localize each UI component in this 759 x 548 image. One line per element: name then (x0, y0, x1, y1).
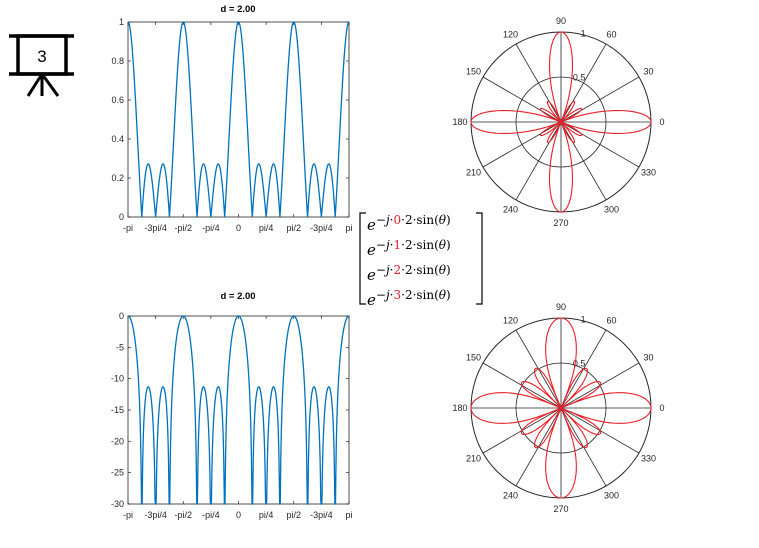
y-tick-label: -25 (111, 468, 124, 478)
pattern-series-line (127, 315, 350, 505)
exponent: −j·2·2·sin(θ) (376, 263, 451, 277)
element-index: 3 (393, 288, 401, 302)
polar-angle-label: 90 (556, 16, 566, 26)
exponent: −j·3·2·sin(θ) (376, 288, 451, 302)
element-index: 1 (393, 238, 401, 252)
x-tick-label: pi (345, 510, 352, 520)
polar-angle-label: 90 (556, 302, 566, 312)
polar-angle-label: 240 (503, 204, 518, 214)
polar-angle-label: 210 (466, 168, 481, 178)
db-pattern-chart: d = 2.00 -pi -3pi/4 -pi/2 -pi/4 0 pi/4 pi/2 -3p… (111, 291, 353, 520)
y-tick-label: 0.8 (111, 56, 124, 66)
presentation-board-icon: 3 (9, 34, 74, 97)
linear-pattern-chart: d = 2.00 -pi -3pi/4 -pi/2 -pi/4 0 pi/4 pi/2 -3p… (111, 4, 352, 233)
x-tick-label: -3pi/4 (144, 510, 167, 520)
x-tick-label: -pi (123, 510, 133, 520)
x-tick-label: -3pi/4 (144, 223, 167, 233)
polar-radius-label: 1 (581, 28, 586, 38)
x-tick-label: -pi/2 (174, 510, 192, 520)
polar-pattern-series (470, 31, 652, 213)
x-tick-label: pi (345, 223, 352, 233)
y-tick-label: 0 (119, 311, 124, 321)
polar-angle-label: 60 (606, 30, 616, 40)
x-tick-label: -pi/4 (202, 223, 220, 233)
polar-angle-label: 60 (606, 316, 616, 326)
x-tick-label: -pi/2 (174, 223, 192, 233)
polar-angle-label: 300 (604, 490, 619, 500)
polar-angle-label: 180 (452, 403, 467, 413)
plot-axes-box (127, 315, 350, 505)
left-bracket (359, 212, 366, 305)
polar-angle-label: 0 (659, 117, 664, 127)
chart-title: d = 2.00 (220, 4, 255, 15)
polar-radius-label: 0.5 (573, 359, 586, 369)
polar-angle-label: 180 (452, 117, 467, 127)
equation-row: e−j·0·2·sin(θ) (367, 213, 451, 234)
x-tick-label: -3pi/4 (310, 223, 333, 233)
y-tick-label: 0 (119, 212, 124, 222)
x-tick-label: 0 (236, 510, 241, 520)
x-tick-label: 0 (236, 223, 241, 233)
exp-base: e (367, 216, 376, 234)
y-tick-label: -5 (116, 342, 124, 352)
x-tick-label: -pi (123, 223, 133, 233)
equation-row: e−j·1·2·sin(θ) (367, 238, 451, 259)
x-tick-label: -pi/4 (202, 510, 220, 520)
y-tick-label: -20 (111, 436, 124, 446)
polar-angle-label: 270 (553, 504, 568, 514)
plot-axes-box (127, 21, 350, 218)
polar-angle-label: 330 (641, 168, 656, 178)
y-tick-label: -15 (111, 405, 124, 415)
exponent: −j·0·2·sin(θ) (376, 213, 451, 227)
polar-angle-label: 150 (466, 353, 481, 363)
y-tick-label: -10 (111, 374, 124, 384)
polar-angle-label: 240 (503, 490, 518, 500)
polar-radius-label: 1 (581, 314, 586, 324)
exp-base: e (367, 266, 376, 284)
element-index: 2 (393, 263, 401, 277)
polar-angle-label: 120 (503, 30, 518, 40)
polar-angle-label: 270 (553, 218, 568, 228)
y-tick-label: 0.4 (111, 134, 124, 144)
element-index: 0 (393, 213, 401, 227)
polar-angle-label: 300 (604, 204, 619, 214)
x-tick-label: pi/2 (286, 510, 301, 520)
polar-angle-label: 330 (641, 454, 656, 464)
polar-angle-label: 0 (659, 403, 664, 413)
x-tick-label: pi/4 (259, 510, 274, 520)
equation-row: e−j·2·2·sin(θ) (367, 263, 451, 284)
y-tick-label: 1 (119, 17, 124, 27)
slide-number: 3 (37, 47, 46, 66)
exp-base: e (367, 291, 376, 309)
x-tick-label: pi/4 (259, 223, 274, 233)
right-bracket (476, 212, 483, 305)
polar-angle-label: 30 (643, 67, 653, 77)
y-tick-label: -30 (111, 499, 124, 509)
polar-angle-label: 30 (643, 353, 653, 363)
chart-title: d = 2.00 (220, 291, 255, 302)
polar-pattern-series (470, 317, 652, 499)
y-tick-label: 0.6 (111, 95, 124, 105)
exponent: −j·1·2·sin(θ) (376, 238, 451, 252)
x-tick-label: -3pi/4 (310, 510, 333, 520)
steering-vector-equation: e−j·0·2·sin(θ)e−j·1·2·sin(θ)e−j·2·2·sin(… (359, 212, 483, 309)
pattern-series-line (127, 21, 350, 218)
y-tick-label: 0.2 (111, 173, 124, 183)
equation-row: e−j·3·2·sin(θ) (367, 288, 451, 309)
polar-angle-label: 120 (503, 316, 518, 326)
polar-angle-label: 150 (466, 67, 481, 77)
polar-angle-label: 210 (466, 454, 481, 464)
exp-base: e (367, 241, 376, 259)
x-tick-label: pi/2 (286, 223, 301, 233)
polar-radius-label: 0.5 (573, 73, 586, 83)
